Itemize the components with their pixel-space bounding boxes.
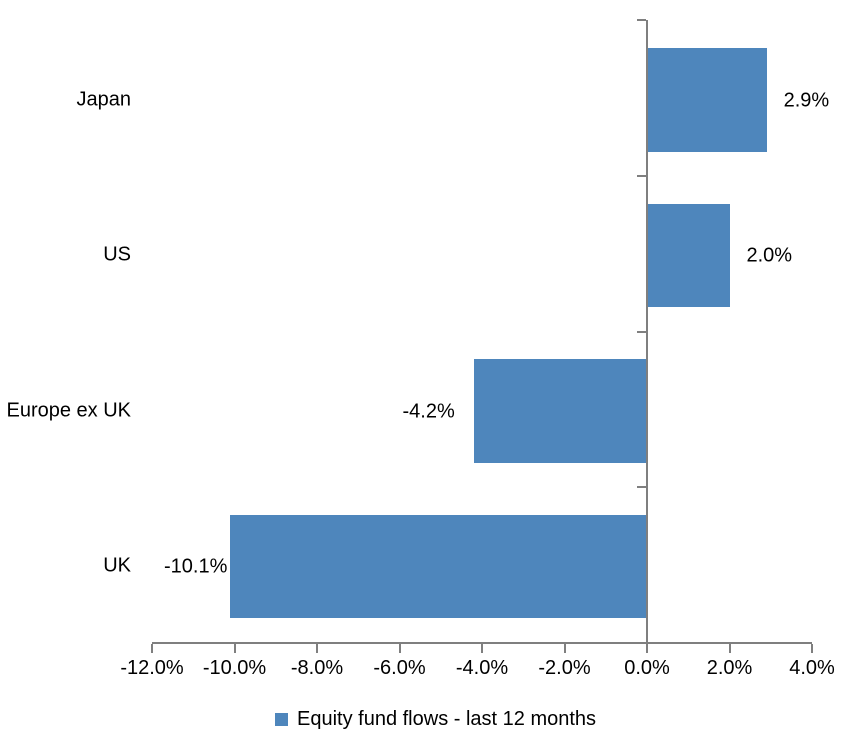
legend: Equity fund flows - last 12 months <box>275 706 596 733</box>
x-axis-tick-label: -2.0% <box>538 657 591 679</box>
x-axis-line <box>152 642 812 644</box>
y-axis-tick <box>637 330 646 333</box>
x-axis-tick-label: 0.0% <box>624 657 670 679</box>
x-axis-tick <box>728 644 731 653</box>
category-label: Europe ex UK <box>6 399 131 422</box>
y-axis-line <box>646 20 648 644</box>
bar-europe-ex-uk <box>473 359 647 463</box>
x-axis-tick-label: -6.0% <box>373 657 426 679</box>
legend-label: Equity fund flows - last 12 months <box>297 708 597 730</box>
y-axis-tick <box>637 174 646 177</box>
y-axis-tick <box>637 19 646 21</box>
bar-japan <box>647 48 767 152</box>
x-axis-tick-label: 2.0% <box>706 657 753 679</box>
bar-us <box>647 203 730 307</box>
x-axis-tick-label: -10.0% <box>202 657 267 679</box>
x-axis-tick <box>481 644 483 653</box>
x-axis-tick <box>811 644 813 653</box>
data-label: -10.1% <box>164 555 228 578</box>
data-label: -4.2% <box>402 400 455 423</box>
x-axis-tick <box>398 644 401 653</box>
category-label: US <box>103 243 131 266</box>
x-axis-tick-label: -12.0% <box>120 657 184 679</box>
category-label: UK <box>103 554 131 577</box>
x-axis-tick <box>151 644 153 653</box>
x-axis-tick-label: -4.0% <box>455 657 509 679</box>
category-label: Japan <box>76 88 132 111</box>
data-label: 2.0% <box>746 244 793 267</box>
data-label: 2.9% <box>783 89 830 112</box>
x-axis-tick <box>563 644 566 653</box>
bar-uk <box>230 514 647 618</box>
y-axis-tick <box>637 486 646 489</box>
x-axis-tick <box>316 644 318 653</box>
x-axis-tick <box>646 644 648 653</box>
x-axis-tick-label: 4.0% <box>789 657 835 679</box>
legend-marker-icon <box>275 713 288 726</box>
x-axis-tick-label: -8.0% <box>290 657 344 679</box>
x-axis-tick <box>233 644 236 653</box>
